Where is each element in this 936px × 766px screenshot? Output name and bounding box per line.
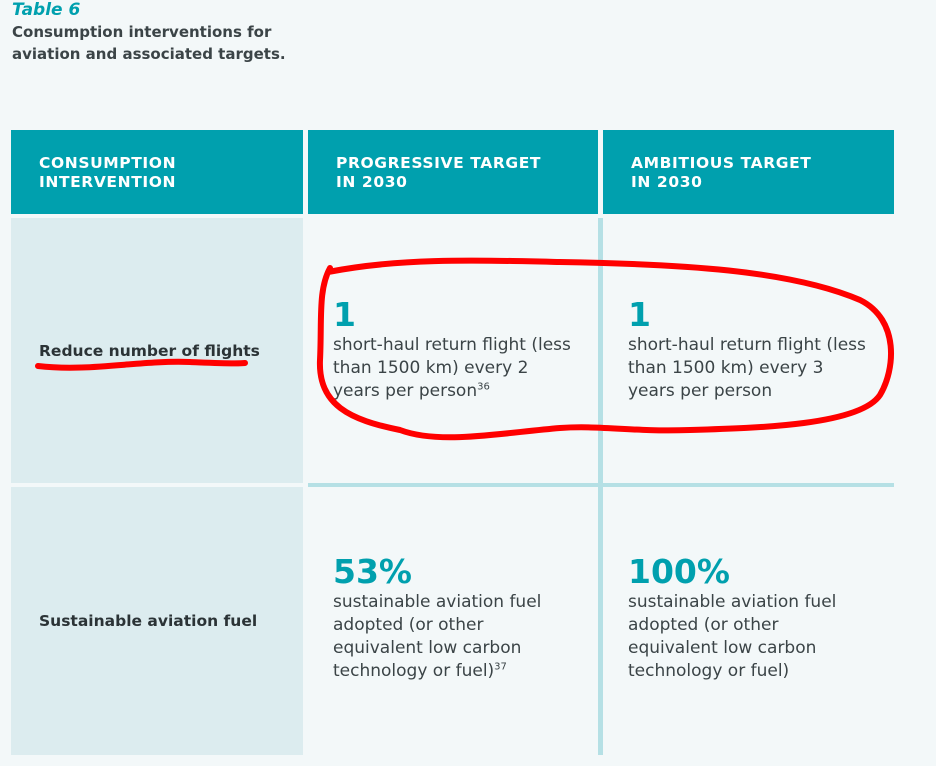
header-ambitious-target: AMBITIOUS TARGET IN 2030 (603, 130, 894, 214)
target-value: 1 (333, 295, 356, 334)
target-value: 1 (628, 295, 651, 334)
row-label-text: Reduce number of flights (39, 341, 260, 360)
target-value: 100% (628, 552, 730, 591)
target-description: sustainable aviation fuel adopted (or ot… (333, 592, 542, 681)
table-caption: Table 6 Consumption interventions for av… (12, 0, 302, 65)
cell-progressive-fuel: 53% sustainable aviation fuel adopted (o… (308, 487, 598, 755)
row-divider (308, 483, 894, 487)
target-description: short-haul return flight (less than 1500… (628, 335, 866, 401)
row-label-text: Sustainable aviation fuel (39, 612, 258, 630)
row-label-sustainable-fuel: Sustainable aviation fuel (11, 487, 303, 755)
footnote-ref: 37 (494, 661, 507, 673)
table-title: Consumption interventions for aviation a… (12, 23, 286, 63)
row-label-reduce-flights: Reduce number of flights (11, 218, 303, 483)
cell-progressive-flights: 1 short-haul return flight (less than 15… (308, 218, 598, 483)
target-value: 53% (333, 552, 412, 591)
target-description: sustainable aviation fuel adopted (or ot… (628, 592, 837, 681)
table-number: Table 6 (12, 0, 81, 20)
header-consumption-intervention: CONSUMPTION INTERVENTION (11, 130, 303, 214)
cell-ambitious-fuel: 100% sustainable aviation fuel adopted (… (603, 487, 894, 755)
cell-ambitious-flights: 1 short-haul return flight (less than 15… (603, 218, 894, 483)
header-progressive-target: PROGRESSIVE TARGET IN 2030 (308, 130, 598, 214)
footnote-ref: 36 (477, 381, 490, 393)
target-description: short-haul return flight (less than 1500… (333, 335, 571, 401)
